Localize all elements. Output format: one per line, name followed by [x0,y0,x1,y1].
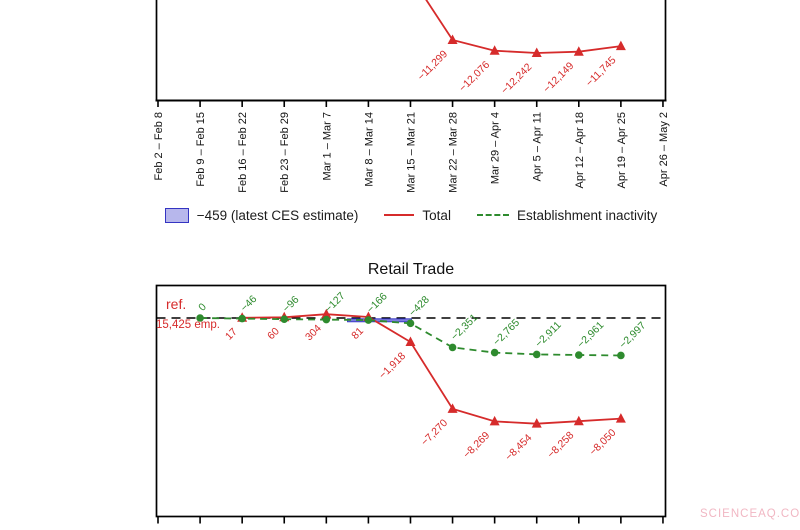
retail-total-marker [447,403,458,413]
legend-item-ces: −459 (latest CES estimate) [164,207,359,223]
top-total-marker [531,47,542,57]
top-x-tick-label: Apr 12 – Apr 18 [574,112,586,188]
watermark: SCIENCEAQ.COM [700,508,800,520]
top-x-tick-label: Mar 22 – Mar 28 [448,112,460,193]
retail-inactivity-marker [448,343,457,352]
legend-ces-label: −459 (latest CES estimate) [196,207,359,223]
retail-total-value-label: 304 [303,322,324,343]
top-x-tick-label: Mar 29 – Apr 4 [490,112,502,184]
retail-total-marker [615,413,626,423]
top-total-marker [573,46,584,56]
top-x-tick-label: Feb 2 – Feb 8 [153,112,165,181]
bottom-chart-title: Retail Trade [367,261,455,278]
top-x-tick-label: Feb 9 – Feb 15 [195,112,207,187]
reference-label: ref. [166,296,187,312]
retail-inactivity-value-label: −2,961 [575,319,607,351]
retail-total-value-label: −1,918 [377,350,409,382]
retail-total-marker [321,308,332,319]
retail-inactivity-value-label: −127 [322,290,347,315]
retail-inactivity-value-label: −2,911 [533,319,564,350]
legend-item-inactivity: Establishment inactivity [476,207,658,223]
top-total-value-label: −12,149 [541,60,577,96]
retail-inactivity-marker [575,351,583,359]
top-x-tick-label: Apr 26 – May 2 [658,112,670,187]
retail-total-value-label: −8,454 [503,432,535,464]
retail-total-value-label: 17 [223,326,240,343]
top-total-marker [447,34,458,44]
retail-inactivity-marker [322,315,331,324]
retail-inactivity-marker [532,350,541,359]
top-total-value-label: −11,745 [584,54,619,89]
top-total-value-label: −11,299 [415,48,450,83]
legend-item-total: Total [384,208,451,223]
retail-inactivity-value-label: −166 [365,290,390,315]
retail-inactivity-value-label: 0 [196,301,209,314]
top-x-tick-label: Mar 15 – Mar 21 [405,112,417,193]
retail-total-value-label: 81 [349,325,366,342]
retail-total-value-label: −8,050 [587,427,619,459]
ces-estimate-swatch [164,207,189,223]
top-x-tick-label: Apr 19 – Apr 25 [616,112,628,188]
reference-employment-label: 15,425 emp. [156,319,220,331]
retail-total-marker [573,415,584,426]
total-line-sample [384,214,415,216]
retail-inactivity-marker [617,351,625,360]
retail-inactivity-marker [406,319,415,328]
retail-inactivity-value-label: −2,765 [491,317,523,349]
retail-inactivity-marker [364,316,373,324]
retail-inactivity-marker [280,315,289,324]
retail-total-marker [405,336,416,346]
top-total-marker [489,45,500,55]
retail-total-line [242,313,621,425]
retail-total-value-label: −8,258 [545,429,577,461]
top-total-value-label: −12,076 [457,59,493,95]
top-total-value-label: −12,242 [499,61,535,97]
retail-inactivity-value-label: −46 [238,293,259,314]
top-x-tick-label: Feb 23 – Feb 29 [279,112,291,193]
top-x-tick-label: Feb 16 – Feb 22 [237,112,249,193]
legend: −459 (latest CES estimate) Total Establi… [157,202,665,228]
retail-inactivity-value-label: −96 [280,294,301,315]
retail-inactivity-marker [238,314,246,323]
retail-total-marker [489,415,500,426]
top-total-line [425,0,622,54]
legend-total-label: Total [422,207,451,223]
top-x-tick-label: Mar 8 – Mar 14 [363,112,375,187]
retail-inactivity-value-label: −428 [407,294,432,319]
retail-total-marker [531,418,542,428]
top-x-tick-label: Mar 1 – Mar 7 [321,112,333,180]
inactivity-line-sample [476,214,509,216]
retail-inactivity-value-label: −2,997 [617,320,649,352]
retail-total-value-label: −7,270 [419,417,451,449]
retail-inactivity-marker [490,348,499,357]
top-x-tick-label: Apr 5 – Apr 11 [532,112,544,182]
retail-total-value-label: 60 [265,325,282,342]
legend-inactivity-label: Establishment inactivity [516,207,658,223]
retail-inactivity-value-label: −2,351 [449,311,481,343]
retail-inactivity-marker [196,314,204,322]
retail-total-value-label: −8,269 [461,429,493,461]
top-total-marker [615,40,626,51]
